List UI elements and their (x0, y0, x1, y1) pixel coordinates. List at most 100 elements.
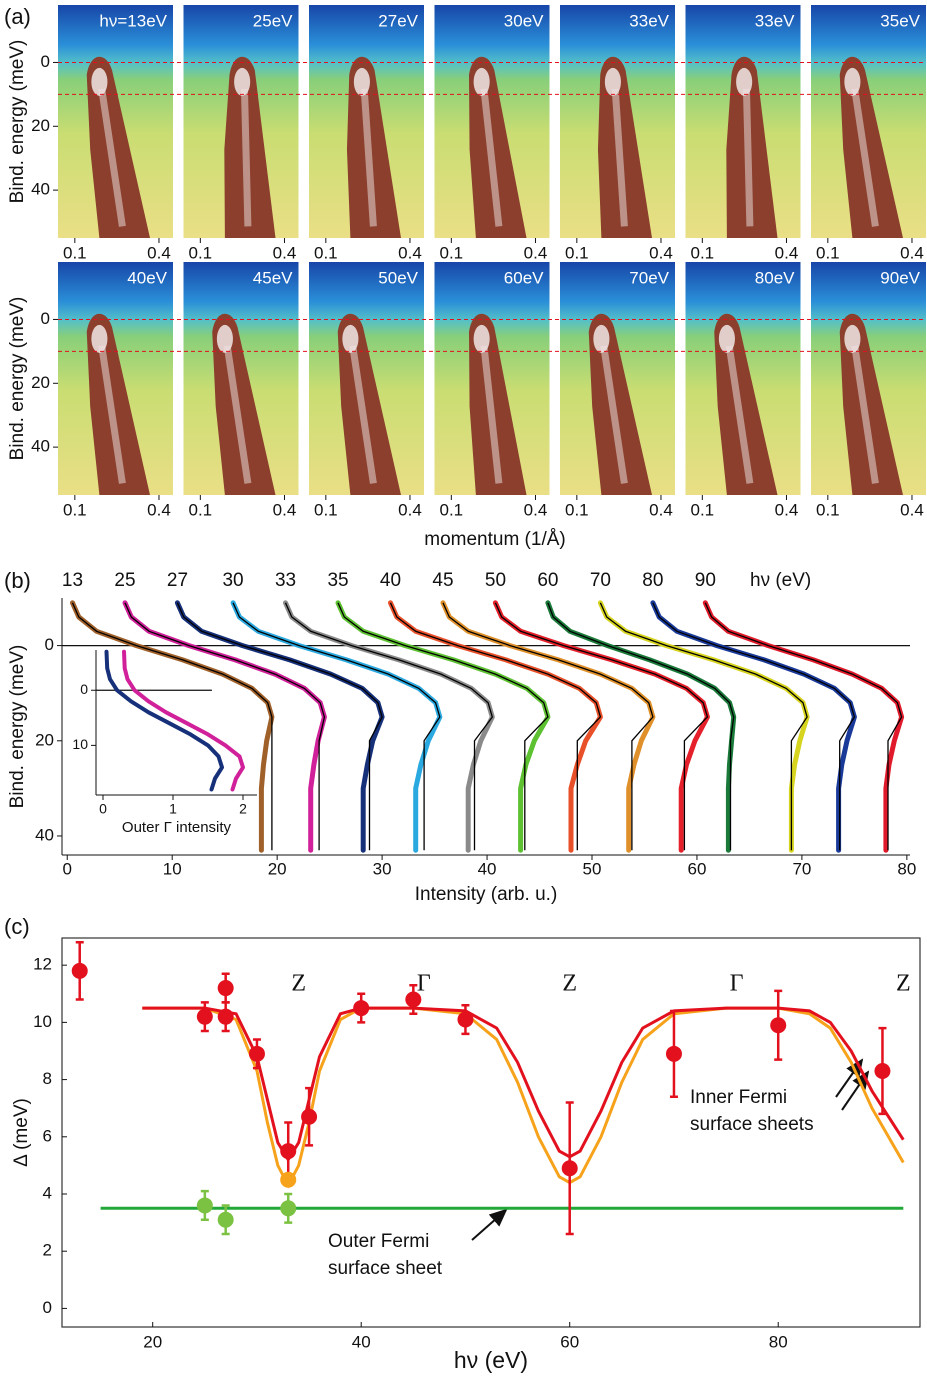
band (726, 56, 778, 239)
fit-curve (124, 602, 326, 851)
series-label: 35 (327, 570, 348, 591)
data-point (353, 1000, 370, 1017)
data-point (196, 1197, 213, 1214)
x-tick-label: 70 (792, 859, 811, 878)
band-highlight (480, 88, 503, 227)
x-tick-label: 0.1 (440, 243, 464, 262)
data-point (280, 1171, 297, 1188)
y-tick-label: 0 (41, 309, 50, 328)
x-tick-label: 0.1 (691, 500, 715, 519)
x-tick-label: 0.4 (900, 243, 924, 262)
y-tick-label: 0 (45, 635, 54, 654)
annotation: Outer Fermi (328, 1231, 429, 1252)
data-point (196, 1008, 213, 1025)
panel-energy-label: 33eV (755, 11, 795, 30)
x-tick-label: 0.1 (816, 500, 840, 519)
panel-energy-label: 80eV (755, 268, 795, 287)
band-highlight (600, 345, 628, 484)
x-tick-label: 0.4 (398, 500, 422, 519)
y-tick-label: 40 (31, 437, 50, 456)
y-tick-label: 0 (80, 681, 88, 697)
x-tick-label: 40 (478, 859, 497, 878)
data-point (301, 1108, 318, 1125)
series-label: 60 (537, 570, 558, 591)
x-axis-label: Outer Γ intensity (122, 819, 232, 836)
x-tick-label: 60 (560, 1332, 579, 1351)
y-tick-label: 0 (43, 1298, 52, 1317)
fit-curve (547, 602, 735, 851)
fit-curve (442, 602, 654, 851)
x-tick-label: 60 (687, 859, 706, 878)
band-highlight (611, 88, 628, 227)
band (346, 56, 401, 239)
y-tick-label: 40 (31, 180, 50, 199)
x-tick-label: 0.4 (147, 500, 171, 519)
annotation: Inner Fermi (690, 1087, 787, 1108)
series-label: 80 (642, 570, 663, 591)
series-label: 25 (114, 570, 135, 591)
x-tick-label: 0.4 (900, 500, 924, 519)
data-point (280, 1200, 297, 1217)
fit-curve (337, 602, 549, 851)
x-tick-label: 0.4 (775, 500, 799, 519)
panel-energy-label: 90eV (880, 268, 920, 287)
x-tick-label: 0.1 (314, 243, 338, 262)
band (224, 56, 276, 239)
x-tick-label: 0.1 (816, 243, 840, 262)
fit-curve (176, 602, 383, 851)
arrow (841, 1070, 870, 1111)
panel-label: (a) (4, 4, 31, 29)
symmetry-label: Z (896, 971, 911, 997)
data-point (71, 962, 88, 979)
data-point (405, 991, 422, 1008)
y-tick-label: 2 (43, 1241, 52, 1260)
x-axis-label: momentum (1/Å) (424, 529, 565, 550)
fit-curve (71, 602, 273, 851)
series-label: 90 (695, 570, 716, 591)
edc-curve (104, 649, 224, 792)
y-axis-label: Δ (meV) (11, 1098, 32, 1167)
y-axis-label: Bind. energy (meV) (7, 645, 28, 809)
series-label: 50 (485, 570, 506, 591)
x-tick-label: 40 (352, 1332, 371, 1351)
y-tick-label: 8 (43, 1069, 52, 1088)
data-point (770, 1017, 787, 1034)
x-tick-label: 0.1 (189, 500, 213, 519)
panel-energy-label: 70eV (629, 268, 669, 287)
panel-energy-label: 40eV (127, 268, 167, 287)
model-curve (142, 1006, 905, 1189)
y-tick-label: 20 (35, 730, 54, 749)
symmetry-label: Z (562, 971, 577, 997)
x-tick-label: 30 (373, 859, 392, 878)
x-tick-label: 0.1 (314, 500, 338, 519)
band (597, 56, 652, 239)
y-axis-label: Bind. energy (meV) (7, 40, 28, 204)
series-label: 70 (590, 570, 611, 591)
series-label: 40 (380, 570, 401, 591)
symmetry-label: Γ (730, 971, 744, 997)
panel-label: (c) (4, 914, 30, 939)
x-tick-label: 20 (268, 859, 287, 878)
panel-energy-label: 35eV (880, 11, 920, 30)
fit-curve (704, 602, 903, 851)
y-axis-label: Bind. energy (meV) (7, 297, 28, 461)
x-tick-label: 0.4 (524, 243, 548, 262)
x-tick-label: 20 (143, 1332, 162, 1351)
data-point (457, 1011, 474, 1028)
panel-energy-label: hν=13eV (99, 11, 167, 30)
data-point (217, 1211, 234, 1228)
y-tick-label: 0 (41, 52, 50, 71)
x-tick-label: 0.4 (775, 243, 799, 262)
x-tick-label: 1 (169, 801, 177, 817)
plot-frame (61, 937, 921, 1328)
x-tick-label: 10 (163, 859, 182, 878)
x-tick-label: 0.4 (649, 500, 673, 519)
x-tick-label: 0.4 (147, 243, 171, 262)
band-highlight (223, 345, 252, 484)
fit-curve (232, 602, 441, 851)
x-tick-label: 0.1 (565, 500, 589, 519)
panel-energy-label: 27eV (378, 11, 418, 30)
x-tick-label: 0.4 (398, 243, 422, 262)
band-highlight (360, 88, 377, 227)
data-point (561, 1160, 578, 1177)
